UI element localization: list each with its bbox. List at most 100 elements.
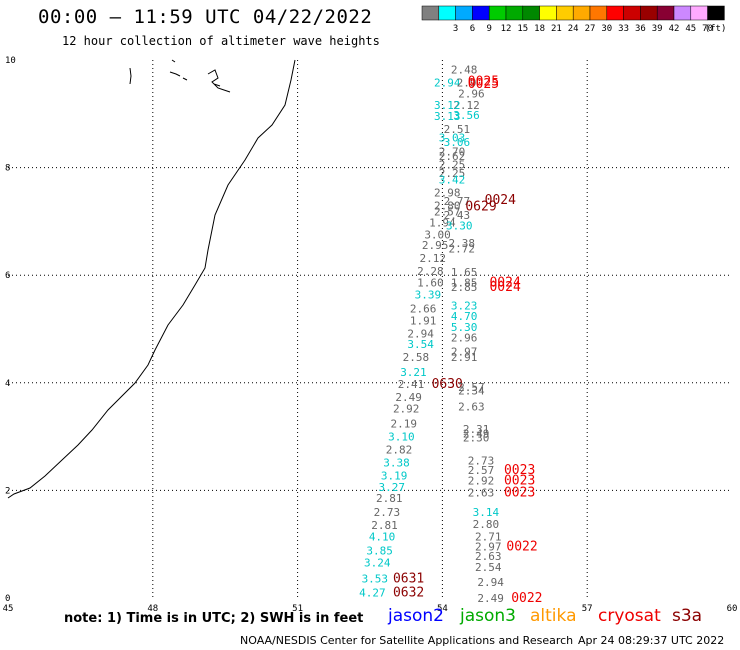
wave-height-label: 4.10 [369, 531, 396, 544]
wave-height-label: 2.80 [473, 518, 500, 531]
wave-height-label: 0023 [504, 486, 535, 501]
wave-height-label: 3.12 [434, 99, 461, 112]
y-tick-label: 8 [5, 164, 10, 174]
colorbar-swatch [656, 5, 675, 21]
wave-height-label: 0631 [393, 572, 424, 587]
x-tick-label: 48 [147, 604, 158, 614]
colorbar-tick-label: 33 [618, 24, 629, 34]
wave-height-label: 2.48 [451, 64, 478, 77]
wave-height-label: 2.49 [463, 427, 490, 440]
wave-height-label: 0632 [393, 586, 424, 601]
colorbar-tick-label: 39 [652, 24, 663, 34]
legend-s3a: s3a [672, 606, 703, 626]
colorbar-tick-label: 18 [534, 24, 545, 34]
note-text: note: 1) Time is in UTC; 2) SWH is in fe… [64, 611, 364, 626]
map-subtitle: 12 hour collection of altimeter wave hei… [62, 34, 380, 48]
wave-height-label: 5.30 [451, 321, 478, 334]
wave-height-label: 2.62 [439, 150, 466, 163]
x-tick-label: 45 [3, 604, 14, 614]
wave-height-label: 2.63 [475, 550, 502, 563]
wave-height-label: 0023 [504, 463, 535, 478]
x-tick-label: 57 [582, 604, 593, 614]
wave-height-label: 0022 [506, 539, 537, 554]
wave-height-label: 2.49 [395, 391, 422, 404]
wave-height-label: 2.51 [444, 123, 471, 136]
wave-height-label: 2.96 [458, 87, 485, 100]
wave-height-label: 2.43 [444, 209, 471, 222]
colorbar-swatch [690, 5, 708, 21]
wave-height-label: 1.60 [417, 277, 444, 290]
colorbar-swatch [707, 5, 725, 21]
colorbar-swatch [455, 5, 473, 21]
wave-height-label: 3.19 [381, 469, 408, 482]
wave-height-label: 2.12 [453, 99, 480, 112]
x-tick-label: 54 [437, 604, 448, 614]
wave-height-label: 2.34 [458, 384, 485, 397]
wave-height-label: 3.30 [446, 220, 473, 233]
wave-height-label: 2.94 [434, 77, 461, 90]
wave-height-label: 1.91 [410, 314, 437, 327]
colorbar-swatch [421, 5, 440, 21]
wave-height-label: 2.12 [419, 252, 446, 265]
wave-height-label: 3.39 [415, 289, 442, 302]
colorbar-swatch [438, 5, 456, 21]
wave-height-label: 2.73 [468, 454, 495, 467]
wave-height-label: 2.97 [451, 346, 478, 359]
wave-height-label: 0629 [465, 199, 496, 214]
wave-height-label: 2.92 [468, 475, 495, 488]
wave-height-label: 2.96 [451, 332, 478, 345]
colorbar-tick-label: 3 [453, 24, 458, 34]
wave-height-label: 2.94 [407, 327, 434, 340]
wave-height-label: 2.25 [439, 167, 466, 180]
wave-height-label: 3.10 [388, 431, 415, 444]
wave-height-label: 2.70 [439, 145, 466, 158]
colorbar-swatch [673, 5, 692, 21]
wave-height-label: 3.14 [473, 506, 500, 519]
wave-height-label: 2.58 [403, 351, 430, 364]
wave-height-label: 3.03 [439, 131, 466, 144]
wave-height-label: 1.65 [451, 266, 478, 279]
colorbar-tick-label: 70 [702, 24, 713, 34]
wave-height-label: 2.41 [398, 378, 425, 391]
colorbar-tick-label: 12 [501, 24, 512, 34]
wave-height-label: 1.85 [451, 277, 478, 290]
wave-height-label: 2.30 [463, 432, 490, 445]
wave-height-label: 3.24 [364, 556, 391, 569]
wave-height-label: 2.81 [376, 492, 403, 505]
y-tick-label: 2 [5, 486, 10, 496]
wave-height-label: 2.63 [458, 400, 485, 413]
wave-height-label: 2.80 [434, 199, 461, 212]
colorbar-tick-label: 42 [669, 24, 680, 34]
y-tick-label: 0 [5, 594, 10, 604]
wave-height-label: 0630 [432, 377, 463, 392]
wave-height-label: 2.92 [393, 403, 420, 416]
colorbar-tick-label: 15 [517, 24, 528, 34]
colorbar-swatch [488, 5, 507, 21]
wave-height-label: 2.85 [451, 281, 478, 294]
wave-height-label: 2.97 [475, 540, 502, 553]
wave-height-label: 3.13 [434, 110, 461, 123]
colorbar-unit: (ft) [705, 24, 727, 34]
y-tick-label: 4 [5, 379, 10, 389]
wave-height-label: 0024 [489, 276, 520, 291]
colorbar-tick-label: 45 [685, 24, 696, 34]
wave-height-label: 2.94 [477, 576, 504, 589]
wave-height-label: 2.49 [477, 592, 504, 605]
wave-height-label: 2.63 [468, 487, 495, 500]
wave-height-label: 2.31 [463, 423, 490, 436]
wave-height-label: 3.56 [453, 109, 480, 122]
wave-height-label: 0024 [485, 193, 516, 208]
wave-height-label: 2.19 [391, 418, 418, 431]
wave-height-label: 4.70 [451, 310, 478, 323]
wave-height-label: 2.98 [434, 186, 461, 199]
x-tick-label: 51 [292, 604, 303, 614]
credit-text: NOAA/NESDIS Center for Satellite Applica… [240, 634, 574, 647]
colorbar-swatch [640, 5, 658, 21]
colorbar-tick-label: 21 [551, 24, 562, 34]
colorbar-swatch [505, 5, 524, 21]
wave-height-label: 2.66 [410, 303, 437, 316]
wave-height-label: 2.38 [448, 237, 475, 250]
wave-height-label: 3.54 [407, 338, 434, 351]
colorbar-tick-label: 27 [585, 24, 596, 34]
